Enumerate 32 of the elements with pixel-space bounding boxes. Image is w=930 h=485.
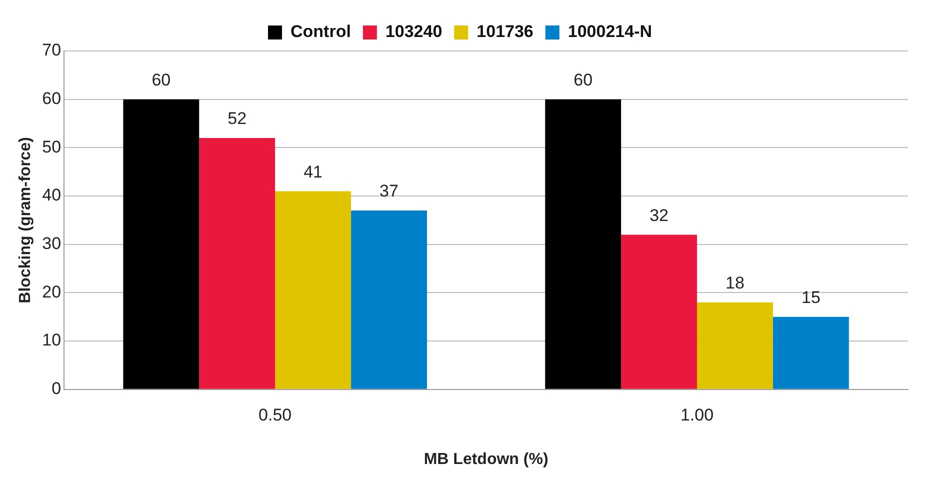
data-label: 15 xyxy=(801,288,820,308)
y-tick-label: 60 xyxy=(42,89,62,108)
x-axis-title: MB Letdown (%) xyxy=(424,450,548,468)
data-label: 60 xyxy=(152,70,171,90)
y-tick-label: 0 xyxy=(52,379,62,398)
y-axis-title: Blocking (gram-force) xyxy=(17,137,34,304)
y-tick-label: 50 xyxy=(42,137,62,156)
bar xyxy=(275,191,352,389)
data-label: 52 xyxy=(228,109,247,128)
legend-label: 1000214-N xyxy=(568,22,652,42)
bar xyxy=(199,138,276,389)
y-tick-label: 10 xyxy=(42,330,62,350)
data-label: 32 xyxy=(650,206,669,225)
y-tick-label: 30 xyxy=(42,234,62,254)
data-label: 37 xyxy=(380,182,398,201)
bar xyxy=(621,234,698,389)
bar xyxy=(772,316,849,389)
data-label: 60 xyxy=(574,70,593,90)
data-label: 41 xyxy=(304,162,323,182)
x-tick-label: 1.00 xyxy=(680,405,714,424)
data-label: 18 xyxy=(726,274,744,293)
bar xyxy=(697,302,773,389)
bar xyxy=(123,99,200,389)
x-tick-label: 0.50 xyxy=(258,405,292,424)
y-tick-label: 40 xyxy=(42,186,62,205)
bar xyxy=(545,99,622,389)
y-tick-label: 70 xyxy=(42,40,62,60)
bar xyxy=(351,210,427,389)
legend-label: Control xyxy=(290,22,351,42)
y-tick-label: 20 xyxy=(42,282,62,302)
legend-label: 101736 xyxy=(476,22,534,42)
legend-label: 103240 xyxy=(385,22,442,42)
